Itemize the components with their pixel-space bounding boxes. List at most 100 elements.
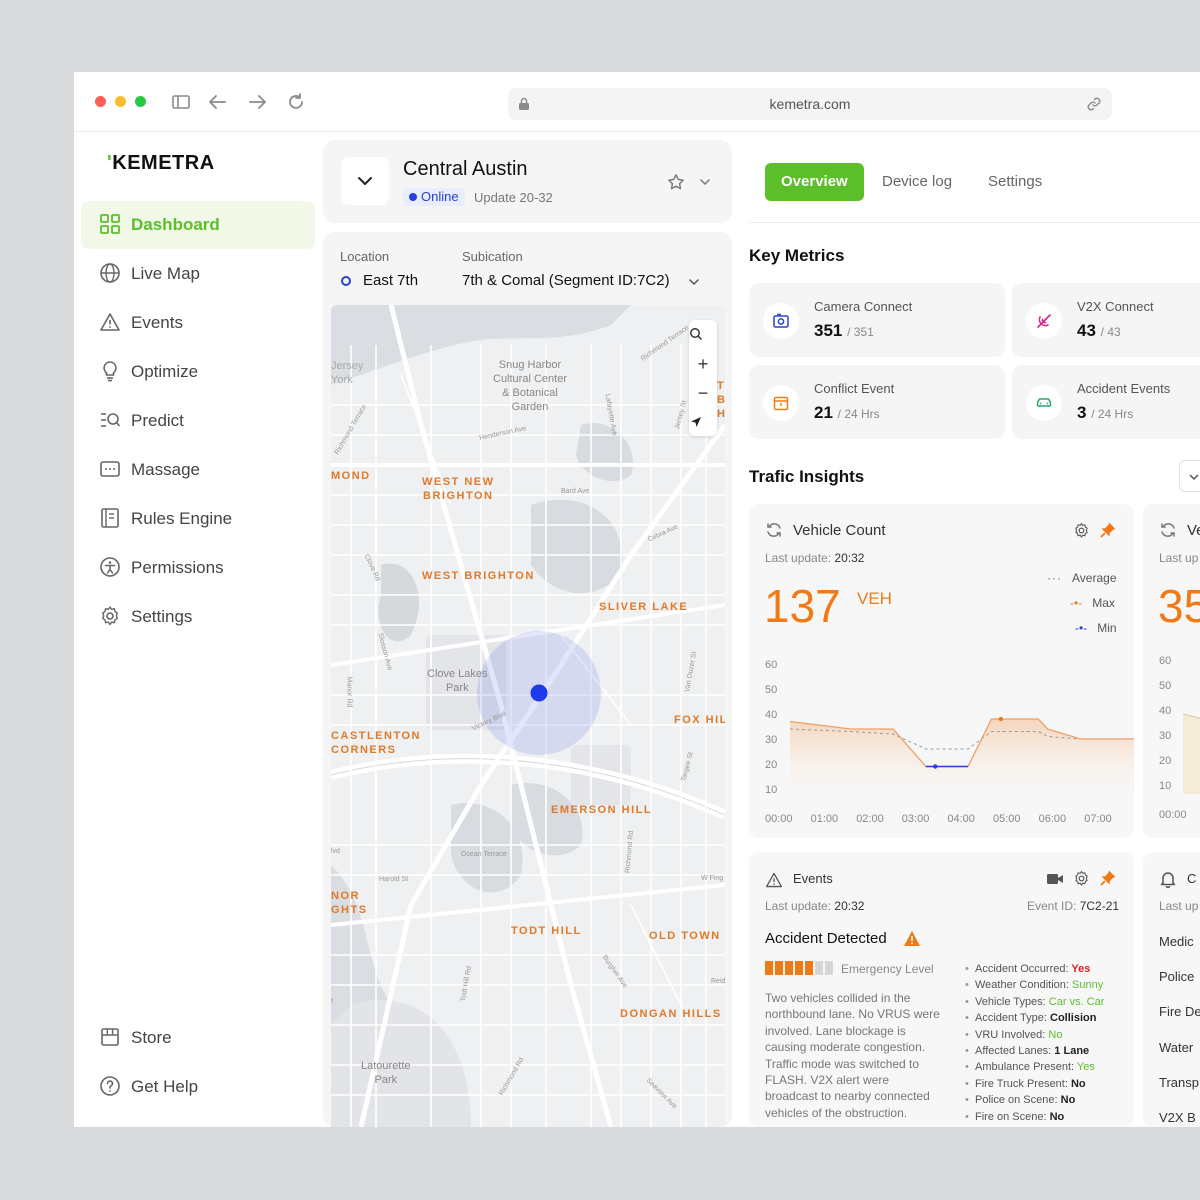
search-icon [690,328,703,341]
sidebar-item-label: Get Help [131,1077,199,1096]
y-tick: 50 [1159,680,1172,692]
event-detail-item: Affected Lanes: 1 Lane [965,1043,1133,1060]
location-header-card: Central Austin Online Update 20-32 [323,140,732,223]
service-item: V2X B [1159,1110,1196,1125]
y-tick: 10 [1159,780,1172,792]
sidebar-item-dashboard[interactable]: Dashboard [81,201,315,249]
gear-icon[interactable] [1073,522,1090,539]
close-window-button[interactable] [95,96,106,107]
y-tick: 40 [1159,705,1172,717]
sidebar-item-store[interactable]: Store [81,1014,315,1062]
browser-window: kemetra.com 'KEMETRA Dashboard Live Map … [74,72,1200,1127]
video-camera-icon[interactable] [1046,871,1064,887]
calendar-alert-icon [773,396,789,411]
min-marker [933,764,938,769]
metric-accident-events[interactable]: Accident Events 3 / 24 Hrs [1012,365,1200,439]
y-tick: 60 [1159,655,1172,667]
event-detail-item: Accident Type: Collision [965,1010,1133,1027]
update-text: Update 20-32 [474,190,553,205]
refresh-icon[interactable] [1159,521,1177,539]
y-tick: 30 [1159,730,1172,742]
lightbulb-icon [103,361,117,382]
metric-camera-connect[interactable]: Camera Connect 351 / 351 [749,283,1005,357]
sidebar-item-optimize[interactable]: Optimize [81,348,315,396]
map-label: Bard Ave [561,488,590,495]
map-view[interactable]: Snug Harbor Cultural Center & Botanical … [331,305,725,1127]
insights-dropdown[interactable] [1179,460,1200,492]
neighborhood-label: FOX HIL [674,714,725,726]
sidebar-item-massage[interactable]: Massage [81,446,315,494]
location-label: Location [340,249,390,264]
neighborhood-label: TODT HILL [511,925,582,937]
brand-logo[interactable]: 'KEMETRA [107,152,215,174]
x-tick: 05:00 [993,813,1021,825]
card-title: Ve [1187,522,1200,539]
sidebar-item-get-help[interactable]: Get Help [81,1063,315,1111]
metric-v2x-connect[interactable]: V2X Connect 43 / 43 [1012,283,1200,357]
legend-item: ··· Average [1047,571,1117,585]
last-update: Last update: 20:32 [765,551,865,565]
sublocation-select[interactable]: 7th & Comal (Segment ID:7C2) [462,272,670,289]
metric-icon-wrap [1026,385,1062,421]
chevron-down-icon[interactable] [688,276,700,288]
tab-overview[interactable]: Overview [765,163,864,201]
forward-arrow-icon[interactable] [246,91,268,113]
sidebar: 'KEMETRA Dashboard Live Map Events Optim… [74,132,323,1127]
y-tick: 40 [765,709,777,721]
location-value: East 7th [363,272,419,289]
locate-button[interactable] [689,408,717,436]
y-tick: 30 [765,734,777,746]
bell-icon [1160,872,1176,888]
map-search-button[interactable] [689,320,717,348]
map-label: lvd [331,848,340,855]
sidebar-toggle-icon[interactable] [170,91,192,113]
store-icon [101,1028,119,1046]
average-line [789,728,1134,750]
map-controls: + − [689,320,717,436]
lock-icon [519,97,529,110]
list-search-icon [101,413,121,427]
url-text: kemetra.com [769,96,851,112]
minimize-window-button[interactable] [115,96,126,107]
chevron-down-icon [358,177,372,185]
y-tick: 20 [1159,755,1172,767]
x-tick: 02:00 [856,813,884,825]
zoom-out-button[interactable]: − [697,383,709,403]
key-metrics-title: Key Metrics [749,246,845,265]
emergency-bar [815,961,823,975]
x-tick: 06:00 [1039,813,1067,825]
refresh-icon[interactable] [765,521,783,539]
gear-icon[interactable] [1073,870,1090,887]
sidebar-item-settings[interactable]: Settings [81,593,315,641]
sidebar-item-permissions[interactable]: Permissions [81,544,315,592]
pin-icon[interactable] [1099,869,1117,887]
neighborhood-label: T BI H [717,380,725,420]
sidebar-item-predict[interactable]: Predict [81,397,315,445]
address-bar[interactable]: kemetra.com [508,88,1112,120]
maximize-window-button[interactable] [135,96,146,107]
max-area [790,719,1134,789]
metric-value: 21 / 24 Hrs [814,403,880,422]
zoom-in-button[interactable]: + [697,354,709,374]
tab-device-log[interactable]: Device log [882,173,953,190]
link-icon[interactable] [1086,96,1102,112]
emergency-bar [775,961,783,975]
sidebar-item-rules-engine[interactable]: Rules Engine [81,495,315,543]
gear-icon [102,606,118,626]
event-detail-item: Vehicle Types: Car vs. Car [965,994,1133,1011]
help-icon [100,1076,120,1096]
back-arrow-icon[interactable] [207,91,229,113]
star-icon[interactable] [667,173,685,191]
chevron-down-icon[interactable] [699,176,711,188]
reload-icon[interactable] [285,91,307,113]
collapse-button[interactable] [341,157,389,205]
y-tick: 60 [765,659,777,671]
tab-settings[interactable]: Settings [988,173,1043,190]
neighborhood-label: DONGAN HILLS [620,1008,722,1020]
legend-item: -•- Min [1075,621,1117,635]
partial-chart-area [1183,713,1200,794]
metric-conflict-event[interactable]: Conflict Event 21 / 24 Hrs [749,365,1005,439]
sidebar-item-live-map[interactable]: Live Map [81,250,315,298]
pin-icon[interactable] [1099,521,1117,539]
sidebar-item-events[interactable]: Events [81,299,315,347]
